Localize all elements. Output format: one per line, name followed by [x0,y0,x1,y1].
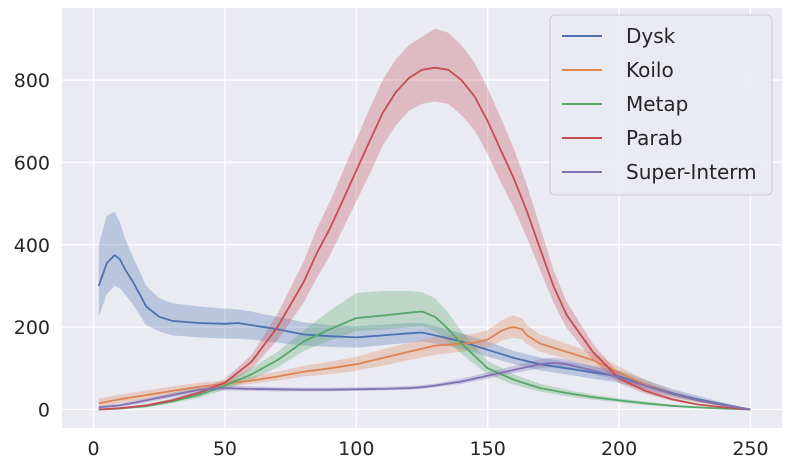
series-lines [97,66,751,411]
y-tick-label: 200 [14,317,50,339]
line-parab [98,66,751,411]
band-dysk [98,211,751,410]
legend-label-parab: Parab [626,126,683,150]
x-tick-label: 0 [87,438,99,460]
legend-label-metap: Metap [626,92,688,116]
legend-label-dysk: Dysk [626,24,676,48]
line-koilo [98,326,751,411]
legend: Dysk Koilo Metap Parab Super-Interm [549,14,773,196]
confidence-bands [98,28,751,410]
x-tick-label: 150 [470,438,506,460]
band-super-interm [98,357,751,410]
y-axis-ticks: 0 200 400 600 800 [14,70,50,421]
x-tick-label: 100 [338,438,374,460]
x-axis-ticks: 0 50 100 150 200 250 [87,438,768,460]
legend-box [549,14,773,196]
x-tick-label: 200 [601,438,637,460]
band-metap [98,290,751,410]
x-tick-label: 250 [732,438,768,460]
y-tick-label: 800 [14,70,50,92]
y-tick-label: 600 [14,152,50,174]
y-tick-label: 400 [14,235,50,257]
y-tick-label: 0 [38,399,50,421]
legend-label-koilo: Koilo [626,58,674,82]
x-tick-label: 50 [213,438,237,460]
legend-label-super-interm: Super-Interm [626,160,757,184]
line-super-interm [98,362,751,411]
